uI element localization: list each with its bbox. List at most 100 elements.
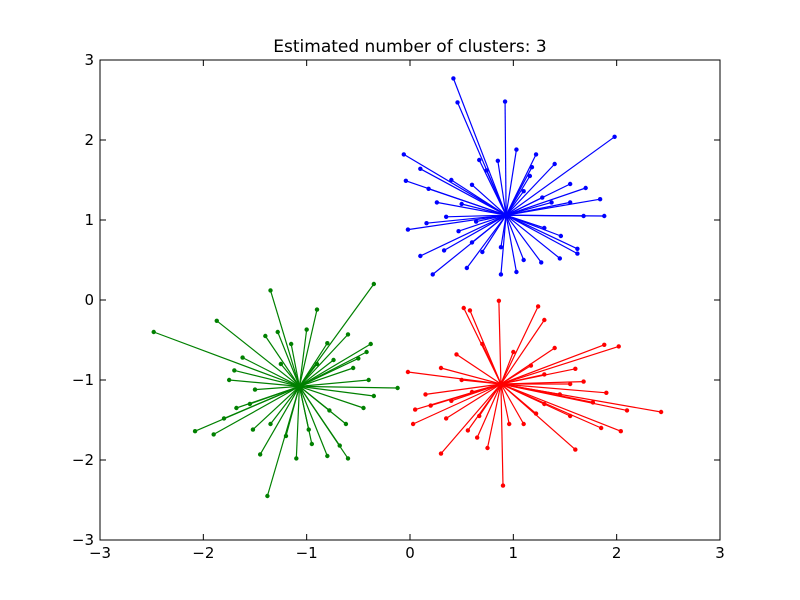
cluster-2-point-14 [226,377,232,383]
cluster-2-point-24 [240,355,245,360]
cluster-2-point-3 [265,493,270,499]
cluster-2-line-27 [285,386,301,437]
cluster-1-point-33 [507,421,512,427]
cluster-0-line-22 [446,214,507,218]
cluster-0-line-0 [452,78,507,216]
cluster-1-point-40 [423,392,428,397]
cluster-1-point-24 [465,428,471,433]
cluster-0-point-14 [527,173,533,179]
cluster-0-point-41 [549,200,554,205]
cluster-2-point-5 [314,307,320,312]
cluster-0-point-20 [484,168,489,173]
cluster-0-line-29 [505,201,571,216]
y-tick-label-3: 0 [84,291,94,309]
cluster-0-line-32 [478,159,507,216]
cluster-0-point-38 [558,233,564,239]
cluster-1-point-25 [449,398,454,403]
cluster-2-line-32 [254,385,300,391]
cluster-0-point-7 [426,186,431,191]
cluster-0-point-6 [403,178,409,183]
cluster-1-point-19 [616,344,621,349]
cluster-0-line-38 [505,214,562,237]
x-tick-label-6: 3 [715,544,725,562]
cluster-1-line-27 [456,353,502,385]
cluster-1-line-40 [425,383,502,395]
cluster-0-point-1 [455,100,460,105]
x-tick-label-5: 2 [612,544,622,562]
cluster-0-line-23 [506,214,584,217]
cluster-1-point-3 [535,304,541,309]
cluster-2-point-8 [345,456,351,461]
cluster-0-point-34 [434,200,440,205]
cluster-0-line-24 [466,214,507,269]
cluster-points-layer [151,76,664,499]
cluster-0-line-31 [505,149,518,216]
cluster-0-center [503,212,510,219]
cluster-1-point-29 [511,349,516,355]
cluster-0-line-28 [505,214,561,259]
cluster-1-line-3 [500,306,539,385]
cluster-2-line-40 [298,386,341,446]
cluster-1-point-22 [542,401,547,407]
cluster-2-point-41 [294,456,299,461]
cluster-1-point-27 [454,352,459,357]
cluster-2-line-31 [280,363,300,387]
cluster-1-point-17 [604,390,609,395]
x-tick-label-4: 1 [509,544,519,562]
cluster-1-center [497,381,504,387]
cluster-1-point-35 [459,377,464,383]
x-tick-label-0: −3 [89,544,111,562]
cluster-1-point-9 [438,451,444,456]
cluster-1-line-42 [476,383,502,438]
cluster-2-point-15 [309,441,315,447]
cluster-0-line-27 [505,214,542,263]
cluster-0-line-11 [420,214,507,257]
cluster-1-line-32 [500,383,537,415]
cluster-0-line-25 [500,215,507,275]
cluster-2-point-4 [268,288,273,293]
y-tick-label-2: −1 [72,371,94,389]
cluster-2-point-11 [221,416,227,421]
cluster-1-line-2 [498,300,502,385]
cluster-2-point-23 [263,333,268,339]
cluster-0-line-7 [428,188,507,216]
cluster-2-point-19 [364,349,369,355]
cluster-0-point-39 [575,251,580,256]
cluster-0-point-8 [597,197,603,202]
cluster-1-line-34 [486,383,502,449]
cluster-2-line-0 [153,331,300,387]
cluster-0-point-27 [539,260,544,265]
cluster-0-point-22 [443,214,449,219]
plot-frame [99,59,721,541]
x-tick-label-2: −1 [296,544,318,562]
cluster-2-line-11 [223,385,300,419]
cluster-0-point-43 [529,165,535,170]
cluster-0-point-11 [418,253,423,259]
cluster-0-line-2 [504,101,507,216]
cluster-0-line-3 [505,136,615,216]
cluster-1-line-7 [412,383,502,425]
cluster-2-line-30 [298,363,318,387]
cluster-2-point-18 [366,377,371,383]
cluster-0-point-40 [567,181,573,187]
cluster-2-point-34 [371,393,377,399]
cluster-1-point-8 [428,403,433,408]
cluster-2-line-14 [229,379,300,387]
cluster-0-line-43 [505,166,533,216]
cluster-0-point-37 [473,219,479,224]
cluster-1-point-21 [552,345,557,351]
x-tick-label-3: 0 [405,544,415,562]
cluster-2-line-29 [299,385,330,411]
cluster-2-point-20 [345,332,351,337]
cluster-0-point-49 [540,195,545,200]
cluster-1-point-20 [573,366,578,371]
cluster-0-point-45 [521,257,526,263]
cluster-2-point-38 [356,356,361,361]
y-tick-label-4: 1 [84,211,94,229]
cluster-0-line-36 [458,214,507,232]
cluster-2-line-21 [298,342,328,387]
cluster-2-line-39 [298,329,308,387]
cluster-1-point-2 [496,298,502,303]
cluster-2-line-33 [299,367,354,387]
cluster-0-point-4 [401,152,406,157]
